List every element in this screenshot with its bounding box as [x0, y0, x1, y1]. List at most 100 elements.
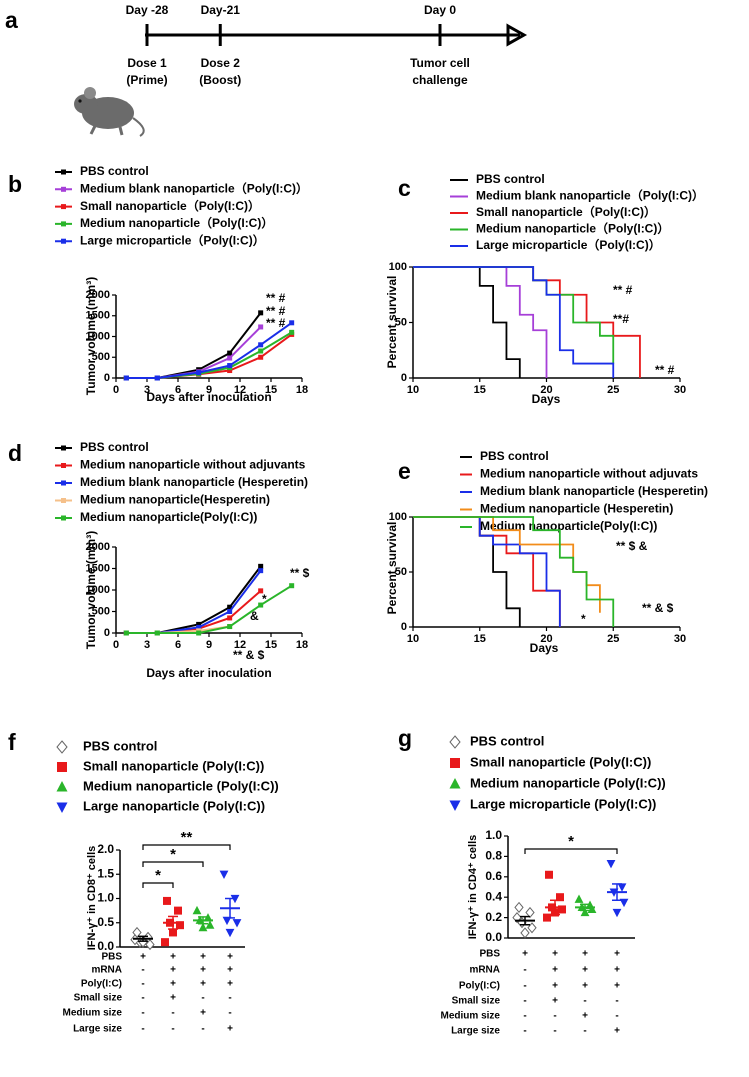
table-cell: +: [552, 965, 558, 976]
data-point: [258, 354, 264, 360]
data-point: [161, 938, 169, 947]
row-label: Large size: [73, 1024, 122, 1035]
legend-label: Small nanoparticle（Poly(I:C)）: [476, 204, 656, 219]
legend-label: PBS control: [80, 164, 149, 178]
survival-curve: [413, 516, 561, 627]
data-point: [192, 905, 202, 915]
y-axis-label: Percent survival: [385, 522, 399, 615]
x-tick-label: 15: [474, 384, 486, 396]
data-point: [227, 355, 233, 361]
legend-marker: [61, 480, 66, 486]
significance-bracket: [524, 848, 618, 854]
data-point: [176, 921, 184, 930]
y-tick-label: 0.4: [485, 889, 502, 903]
legend-marker: [449, 800, 461, 811]
table-cell: -: [141, 993, 144, 1004]
legend-label: Medium nanoparticle(Hesperetin): [80, 493, 270, 507]
x-tick-label: 20: [540, 633, 552, 645]
annotation: ** $ &: [616, 539, 648, 553]
x-tick-label: 0: [113, 384, 119, 396]
y-tick-label: 1.0: [97, 891, 114, 905]
y-tick-label: 0.6: [485, 869, 502, 883]
panel-letter: b: [8, 171, 22, 197]
data-point: [258, 310, 264, 316]
data-point: [258, 563, 264, 569]
legend-marker: [61, 445, 66, 451]
legend-label: Large microparticle（Poly(I:C)）: [80, 232, 265, 247]
data-point: [227, 363, 233, 369]
legend-label: Large microparticle (Poly(I:C)): [470, 796, 656, 811]
timeline-note: Dose 1: [127, 56, 167, 70]
data-point: [123, 375, 129, 381]
legend-label: Medium nanoparticle(Poly(I:C)): [80, 510, 257, 524]
table-cell: -: [583, 996, 586, 1007]
data-point: [520, 927, 530, 939]
data-point: [258, 568, 264, 574]
legend-label: Medium nanoparticle (Hesperetin): [480, 502, 673, 516]
legend-marker: [61, 186, 66, 192]
data-point: [545, 870, 553, 879]
survival-curve: [413, 516, 561, 627]
legend-label: Medium nanoparticle without adjuvants: [80, 458, 306, 472]
y-tick-label: 1500: [86, 562, 110, 574]
data-point: [196, 624, 202, 630]
annotation: ** & $: [642, 601, 674, 615]
significance-label: *: [170, 846, 176, 863]
x-tick-label: 20: [540, 384, 552, 396]
data-point: [222, 916, 232, 926]
x-tick-label: 30: [674, 633, 686, 645]
timeline-label: Day -28: [126, 3, 169, 17]
y-tick-label: 0: [104, 627, 110, 639]
survival-curve: [413, 516, 601, 613]
legend-label: Medium nanoparticle (Poly(I:C)): [470, 775, 666, 790]
legend-marker: [61, 515, 66, 521]
table-cell: -: [523, 1011, 526, 1022]
data-point: [258, 588, 264, 594]
significance-bracket: [142, 844, 231, 850]
table-cell: +: [582, 981, 588, 992]
table-cell: -: [228, 1008, 231, 1019]
y-tick-label: 0.0: [97, 939, 114, 953]
y-tick-label: 2000: [86, 289, 110, 301]
annotation: &: [250, 609, 259, 623]
table-cell: +: [200, 965, 206, 976]
x-axis-label: Days after inoculation: [146, 390, 271, 404]
y-tick-label: 0: [401, 621, 407, 633]
table-cell: -: [141, 965, 144, 976]
table-cell: -: [141, 1024, 144, 1035]
data-point: [227, 609, 233, 614]
legend-label: Small nanoparticle (Poly(I:C)): [83, 758, 264, 773]
y-axis-label: IFN-γ⁺ in CD8⁺ cells: [86, 846, 98, 951]
legend-label: PBS control: [470, 733, 544, 748]
y-tick-label: 1000: [86, 584, 110, 596]
table-cell: -: [553, 1026, 556, 1037]
y-tick-label: 1000: [86, 330, 110, 342]
y-tick-label: 1500: [86, 310, 110, 322]
legend-label: Small nanoparticle (Poly(I:C)): [470, 754, 651, 769]
data-point: [145, 938, 155, 951]
table-cell: +: [582, 949, 588, 960]
legend-label: Small nanoparticle（Poly(I:C)）: [80, 198, 260, 213]
data-point: [154, 375, 160, 381]
x-tick-label: 10: [407, 633, 419, 645]
legend-marker: [61, 238, 66, 244]
legend-marker: [56, 740, 68, 754]
annotation: ** #: [266, 316, 286, 330]
data-point: [258, 602, 264, 608]
table-cell: +: [200, 979, 206, 990]
x-tick-label: 30: [674, 384, 686, 396]
annotation: ** & $: [233, 648, 265, 662]
row-label: Poly(I:C): [459, 981, 500, 992]
survival-curve: [413, 266, 548, 378]
annotation: *: [581, 612, 586, 626]
legend-label: PBS control: [480, 449, 549, 463]
data-point: [556, 893, 564, 902]
row-label: PBS: [101, 952, 122, 963]
legend-marker: [450, 758, 460, 768]
data-point: [612, 908, 622, 918]
series-line: [126, 321, 293, 379]
series-line: [126, 584, 293, 634]
significance-bracket: [142, 861, 204, 867]
data-point: [574, 894, 584, 903]
